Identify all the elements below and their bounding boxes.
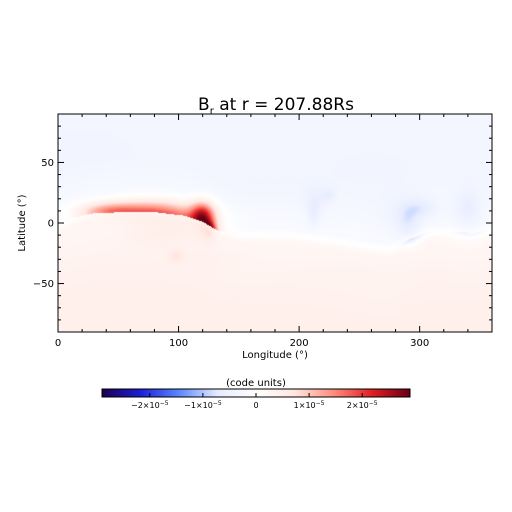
- x-tick-label: 200: [290, 338, 309, 349]
- title-rest: at r = 207.88Rs: [214, 95, 354, 115]
- colorbar-tick-label: 2×10−5: [347, 400, 378, 410]
- colorbar-tick-label: 1×10−5: [294, 400, 325, 410]
- title-subscript: r: [210, 106, 215, 117]
- y-tick-label: −50: [33, 279, 54, 290]
- x-tick-label: 0: [55, 338, 61, 349]
- y-tick-label: 50: [41, 158, 54, 169]
- title-symbol: B: [198, 95, 210, 115]
- colorbar-ticks: −2×10−5 −1×10−5 0 1×10−5 2×10−5: [131, 393, 378, 410]
- y-axis-label: Latitude (°): [17, 194, 28, 251]
- colorbar-tick-label: −1×10−5: [184, 400, 222, 410]
- x-tick-label: 300: [410, 338, 429, 349]
- x-axis-label: Longitude (°): [242, 350, 308, 361]
- colorbar-tick-label: −2×10−5: [131, 400, 169, 410]
- colorbar-label: (code units): [226, 378, 286, 389]
- axis-ticks: 0 100 200 300 −50 0 50: [33, 113, 493, 349]
- y-tick-label: 0: [48, 219, 54, 230]
- heatmap-area: [58, 114, 492, 332]
- colorbar-tick-label: 0: [253, 401, 258, 410]
- chart-title: Br at r = 207.88Rs: [198, 95, 354, 117]
- heatmap: [58, 114, 492, 332]
- x-tick-label: 100: [169, 338, 188, 349]
